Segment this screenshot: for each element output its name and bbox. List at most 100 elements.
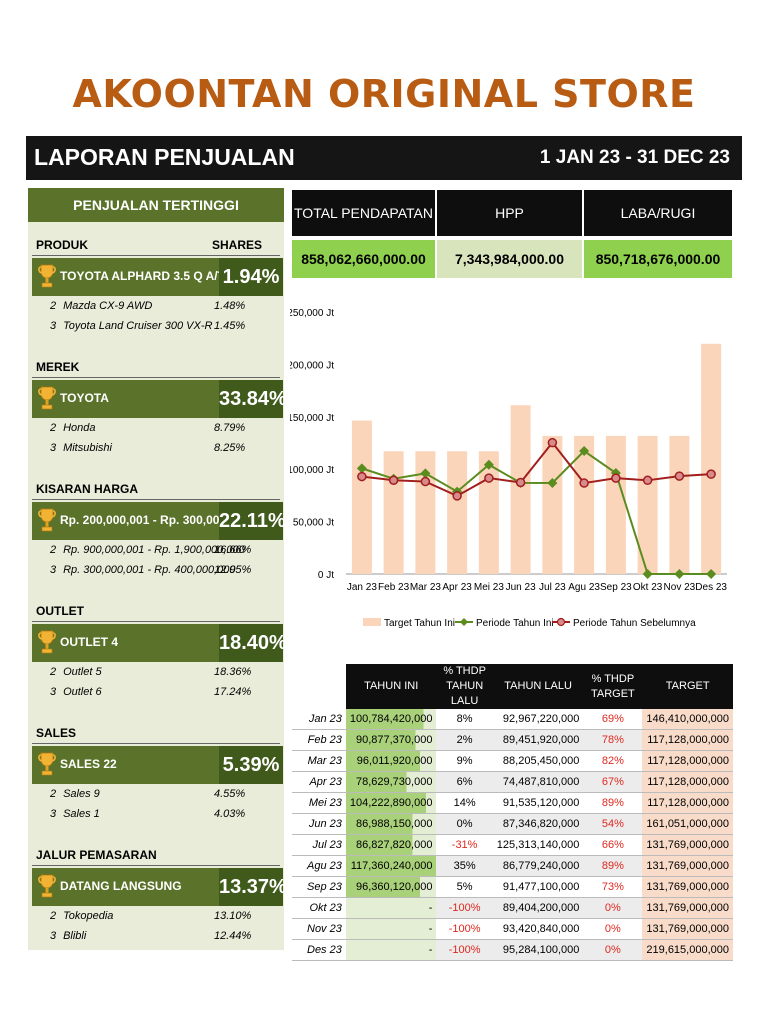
cell-pct-last-year: -100% — [436, 918, 493, 940]
top-item-share: 5.39% — [219, 746, 283, 784]
cell-month: Okt 23 — [292, 897, 346, 919]
table-row: Okt 23- -100% 89,404,200,000 0% 131,769,000,… — [292, 897, 733, 919]
x-tick-label: Feb 23 — [378, 582, 410, 593]
section-heading-label: MEREK — [36, 360, 80, 374]
top-item-name: DATANG LANGSUNG — [60, 879, 182, 893]
bar-target — [574, 435, 595, 574]
point-this-year — [642, 569, 653, 579]
rank-share: 17.24% — [214, 686, 252, 698]
cell-pct-target: 73% — [583, 876, 643, 898]
cell-pct-last-year: -100% — [436, 897, 493, 919]
cell-pct-target: 0% — [583, 897, 643, 919]
ranked-item: 2 Rp. 900,000,001 - Rp. 1,900,000,000 16.… — [50, 544, 280, 556]
section-heading-label: KISARAN HARGA — [36, 482, 138, 496]
top-ranked-item: SALES 22 5.39% — [32, 746, 283, 784]
rank-name: Mitsubishi — [63, 442, 112, 454]
table-header-this-year: TAHUN INI — [345, 664, 437, 709]
section-divider — [32, 377, 280, 378]
cell-pct-last-year: 8% — [436, 709, 493, 730]
table-row: Nov 23- -100% 93,420,840,000 0% 131,769,000,… — [292, 918, 733, 940]
table-header-last-year: TAHUN LALU — [492, 664, 584, 709]
top-item-share: 18.40% — [219, 624, 287, 662]
cell-target: 219,615,000,000 — [642, 939, 733, 961]
cell-this-year: 117,360,240,000 — [345, 855, 437, 877]
rank-number: 3 — [50, 930, 57, 942]
point-this-year — [706, 569, 717, 579]
table-header-pct-target: % THDP TARGET — [583, 664, 643, 709]
cell-pct-last-year: -100% — [436, 939, 493, 961]
cell-target: 131,769,000,000 — [642, 834, 733, 856]
top-ranked-item: OUTLET 4 18.40% — [32, 624, 287, 662]
cell-this-year: 86,827,820,000 — [345, 834, 437, 856]
rank-name: Rp. 300,000,001 - Rp. 400,000,000 — [63, 564, 236, 576]
table-row: Feb 23 90,877,370,000 2% 89,451,920,000 78% 1… — [292, 729, 733, 751]
cell-last-year: 89,404,200,000 — [492, 897, 584, 919]
bar-target — [351, 420, 372, 574]
point-this-year — [420, 468, 431, 479]
cell-month: Jun 23 — [292, 813, 346, 835]
cell-this-year: 86,988,150,000 — [345, 813, 437, 835]
x-tick-label: Agu 23 — [568, 582, 600, 593]
x-tick-label: Jan 23 — [347, 582, 377, 593]
trophy-icon — [38, 752, 56, 776]
cell-month: Des 23 — [292, 939, 346, 961]
top-item-name: Rp. 200,000,001 - Rp. 300,000,000 — [60, 513, 250, 527]
x-tick-label: Des 23 — [695, 582, 727, 593]
cell-pct-target: 78% — [583, 729, 643, 751]
table-row: Mei 23 104,222,890,000 14% 91,535,120,000 89… — [292, 792, 733, 814]
cell-month: Feb 23 — [292, 729, 346, 751]
cell-last-year: 86,779,240,000 — [492, 855, 584, 877]
rank-number: 3 — [50, 442, 57, 454]
cell-pct-target: 0% — [583, 918, 643, 940]
section-divider — [32, 255, 280, 256]
section-heading: OUTLET — [36, 604, 276, 618]
cell-this-year: 90,877,370,000 — [345, 729, 437, 751]
rank-name: Honda — [63, 422, 96, 434]
table-row: Jun 23 86,988,150,000 0% 87,346,820,000 54% 1… — [292, 813, 733, 835]
cell-pct-last-year: 0% — [436, 813, 493, 835]
cell-last-year: 125,313,140,000 — [492, 834, 584, 856]
cell-target: 117,128,000,000 — [642, 792, 733, 814]
cell-pct-last-year: 35% — [436, 855, 493, 877]
point-last-year — [642, 475, 653, 486]
table-header-pct-last-year: % THDP TAHUN LALU — [436, 664, 493, 709]
rank-share: 8.25% — [214, 442, 246, 454]
report-period: 1 JAN 23 - 31 DEC 23 — [539, 147, 730, 168]
cell-month: Jul 23 — [292, 834, 346, 856]
rank-number: 2 — [50, 910, 57, 922]
section-heading-label: PRODUK — [36, 238, 89, 252]
trophy-icon — [38, 874, 56, 898]
ranked-item: 2 Outlet 5 18.36% — [50, 666, 280, 678]
point-last-year — [420, 476, 431, 487]
point-this-year — [674, 569, 685, 579]
top-item-share: 1.94% — [219, 258, 283, 296]
kpi-label-revenue: TOTAL PENDAPATAN — [292, 190, 435, 236]
cell-last-year: 92,967,220,000 — [492, 709, 584, 730]
rank-share: 1.48% — [214, 300, 246, 312]
cell-target: 131,769,000,000 — [642, 876, 733, 898]
trophy-icon — [38, 264, 56, 288]
kpi-value-profit: 850,718,676,000.00 — [584, 240, 732, 278]
cell-this-year: - — [345, 918, 437, 940]
cell-pct-last-year: 2% — [436, 729, 493, 751]
cell-target: 117,128,000,000 — [642, 750, 733, 772]
rank-number: 2 — [50, 788, 57, 800]
report-title-bar: LAPORAN PENJUALAN 1 JAN 23 - 31 DEC 23 — [26, 136, 742, 180]
cell-last-year: 95,284,100,000 — [492, 939, 584, 961]
table-row: Agu 23 117,360,240,000 35% 86,779,240,000 89… — [292, 855, 733, 877]
ranked-item: 2 Sales 9 4.55% — [50, 788, 280, 800]
cell-this-year: - — [345, 897, 437, 919]
rank-name: Sales 1 — [63, 808, 100, 820]
cell-pct-last-year: 6% — [436, 771, 493, 793]
rank-share: 12.95% — [214, 564, 252, 576]
rank-number: 2 — [50, 422, 57, 434]
legend-marker-last-year — [556, 617, 566, 627]
point-last-year — [706, 469, 716, 479]
legend-swatch-target — [363, 618, 381, 626]
cell-this-year: 96,011,920,000 — [345, 750, 437, 772]
rank-share: 4.55% — [214, 788, 246, 800]
trophy-icon — [38, 386, 56, 410]
rank-share: 8.79% — [214, 422, 246, 434]
cell-last-year: 93,420,840,000 — [492, 918, 584, 940]
bar-target — [669, 435, 690, 574]
